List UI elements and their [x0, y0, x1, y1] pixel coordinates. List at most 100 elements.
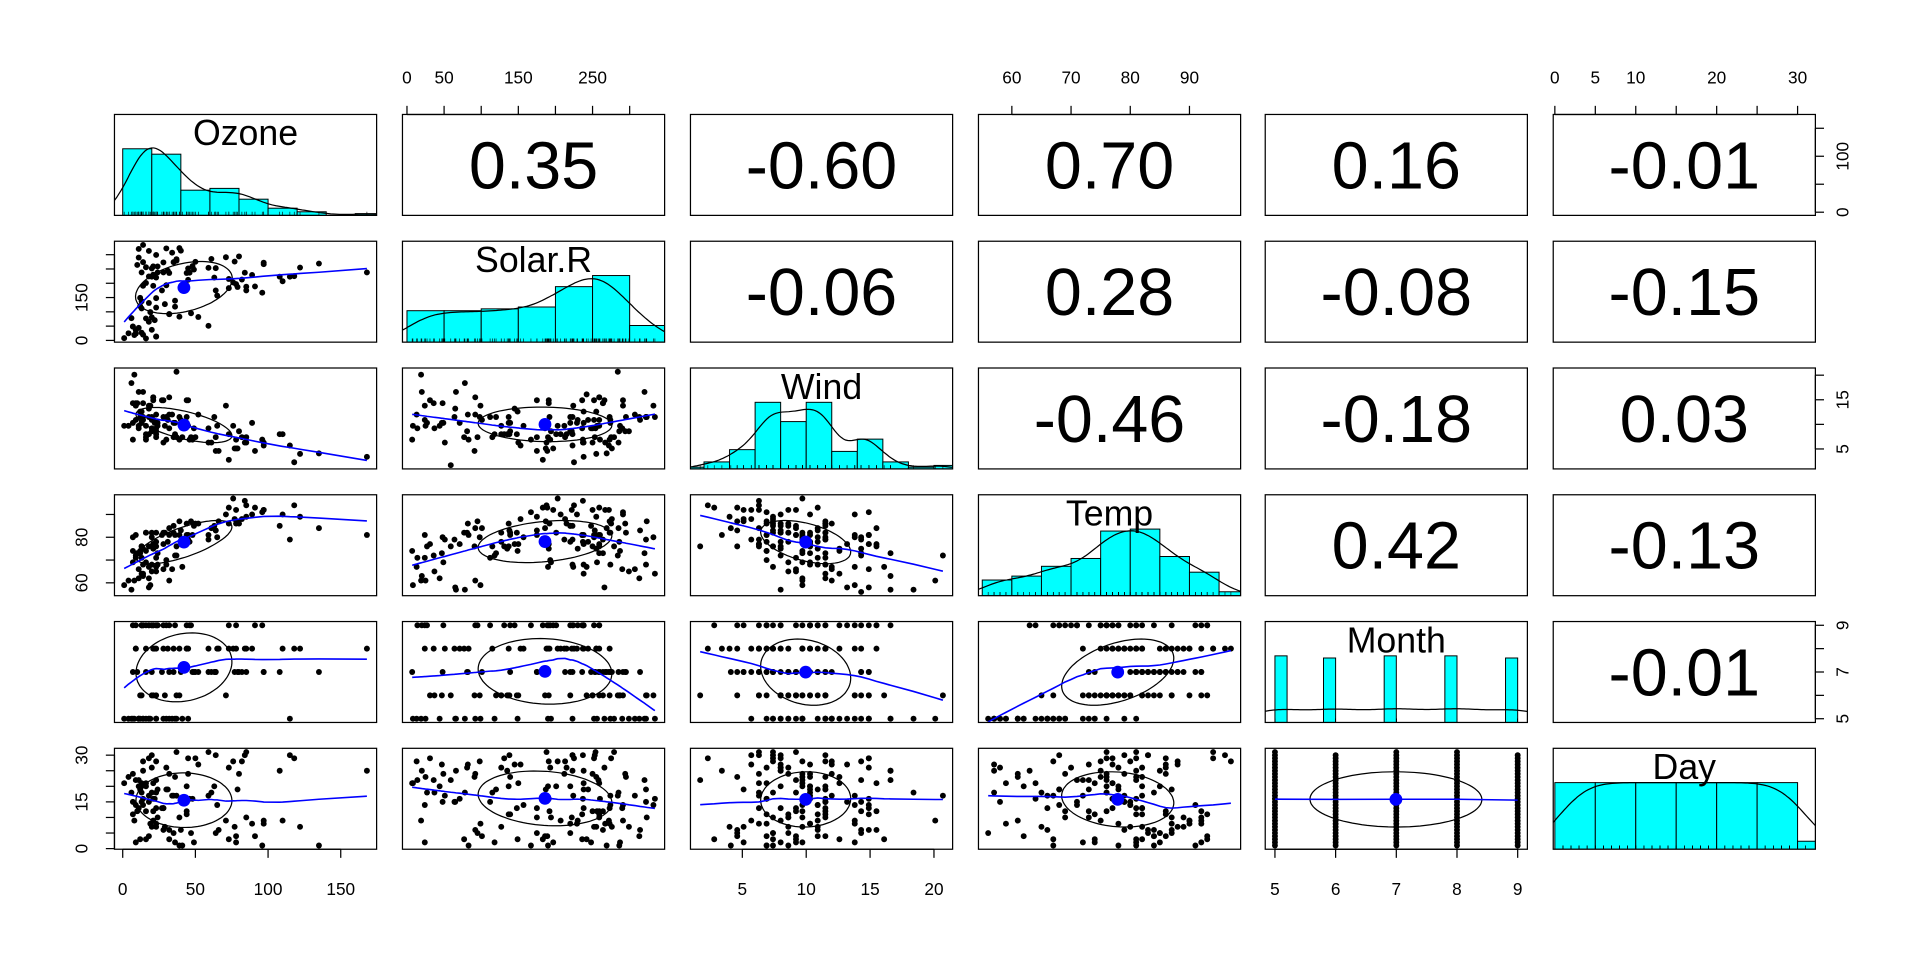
- data-point: [568, 428, 575, 435]
- data-point: [424, 622, 430, 629]
- tick-label: 10: [797, 879, 816, 899]
- data-point: [748, 752, 755, 759]
- data-point: [177, 826, 184, 833]
- data-point: [570, 792, 577, 799]
- data-point: [1115, 820, 1122, 827]
- data-point: [363, 532, 370, 538]
- data-point: [568, 814, 575, 821]
- data-point: [579, 397, 586, 404]
- data-point: [858, 545, 865, 552]
- data-point: [125, 422, 132, 429]
- data-point: [212, 527, 219, 534]
- data-point: [1162, 808, 1169, 815]
- tick-label: 0: [71, 336, 91, 346]
- data-point: [1139, 783, 1146, 790]
- data-point: [546, 414, 553, 420]
- data-point: [176, 532, 183, 538]
- histogram-bar: [780, 421, 807, 469]
- data-point: [651, 414, 658, 420]
- data-point: [230, 758, 237, 765]
- data-point: [138, 298, 145, 305]
- data-point: [711, 622, 718, 629]
- data-point: [414, 425, 421, 432]
- data-point: [1133, 811, 1140, 818]
- data-point: [711, 504, 718, 511]
- data-point: [593, 774, 600, 780]
- data-point: [1020, 715, 1027, 722]
- data-point: [507, 669, 514, 675]
- smooth-line: [412, 657, 656, 712]
- data-point: [873, 808, 880, 815]
- data-point: [188, 518, 194, 525]
- data-point: [183, 414, 190, 420]
- data-point: [1133, 767, 1140, 774]
- data-point: [472, 394, 479, 401]
- data-point: [439, 798, 446, 805]
- data-point: [145, 300, 152, 306]
- data-point: [276, 669, 283, 675]
- data-point: [192, 669, 199, 675]
- data-point: [430, 400, 437, 407]
- data-point: [212, 434, 219, 441]
- data-point: [755, 536, 762, 543]
- data-point: [1056, 622, 1063, 629]
- data-point: [887, 715, 894, 722]
- data-point: [315, 842, 322, 849]
- data-point: [939, 692, 946, 699]
- histogram-bar: [480, 308, 519, 343]
- data-point: [121, 715, 128, 722]
- data-point: [439, 400, 446, 407]
- data-point: [611, 543, 618, 550]
- data-point: [154, 786, 161, 793]
- data-point: [259, 289, 266, 296]
- data-point: [409, 582, 416, 589]
- data-point: [128, 380, 135, 387]
- data-point: [125, 715, 132, 722]
- data-point: [777, 783, 784, 790]
- data-point: [807, 550, 813, 557]
- data-point: [574, 817, 581, 824]
- data-point: [777, 622, 784, 629]
- data-point: [785, 814, 792, 821]
- data-point: [243, 645, 250, 652]
- data-point: [177, 247, 184, 254]
- panel-border: [1552, 747, 1816, 850]
- data-point: [1091, 811, 1098, 818]
- smooth-line: [123, 515, 367, 570]
- data-point: [785, 559, 792, 566]
- data-point: [170, 792, 177, 799]
- data-point: [177, 527, 184, 534]
- data-point: [865, 541, 872, 548]
- tick-label: 70: [1061, 68, 1080, 88]
- data-point: [215, 447, 222, 454]
- data-point: [477, 820, 484, 827]
- data-point: [231, 823, 238, 830]
- data-point: [580, 561, 587, 568]
- data-point: [734, 669, 741, 675]
- axis-Wind: 5 10 15 20 5 15: [738, 374, 1853, 899]
- density-curve: [1553, 782, 1816, 827]
- data-point: [489, 789, 496, 796]
- data-point: [1109, 780, 1116, 787]
- data-point: [539, 622, 546, 629]
- panel-content: [697, 749, 946, 849]
- data-point: [129, 323, 136, 330]
- data-point: [704, 502, 711, 509]
- data-point: [697, 543, 704, 550]
- data-point: [1109, 645, 1116, 652]
- data-point: [643, 786, 649, 793]
- data-point: [440, 559, 447, 566]
- panel-Month-Ozone: [113, 620, 378, 724]
- data-point: [641, 388, 648, 395]
- data-point: [430, 552, 437, 559]
- data-point: [844, 715, 851, 722]
- data-point: [569, 414, 576, 420]
- data-point: [135, 246, 142, 252]
- data-point: [563, 645, 570, 652]
- data-point: [173, 749, 180, 755]
- variable-label: Temp: [1066, 494, 1153, 534]
- data-point: [233, 833, 240, 840]
- data-point: [185, 755, 192, 762]
- data-point: [643, 814, 650, 821]
- data-point: [636, 833, 643, 840]
